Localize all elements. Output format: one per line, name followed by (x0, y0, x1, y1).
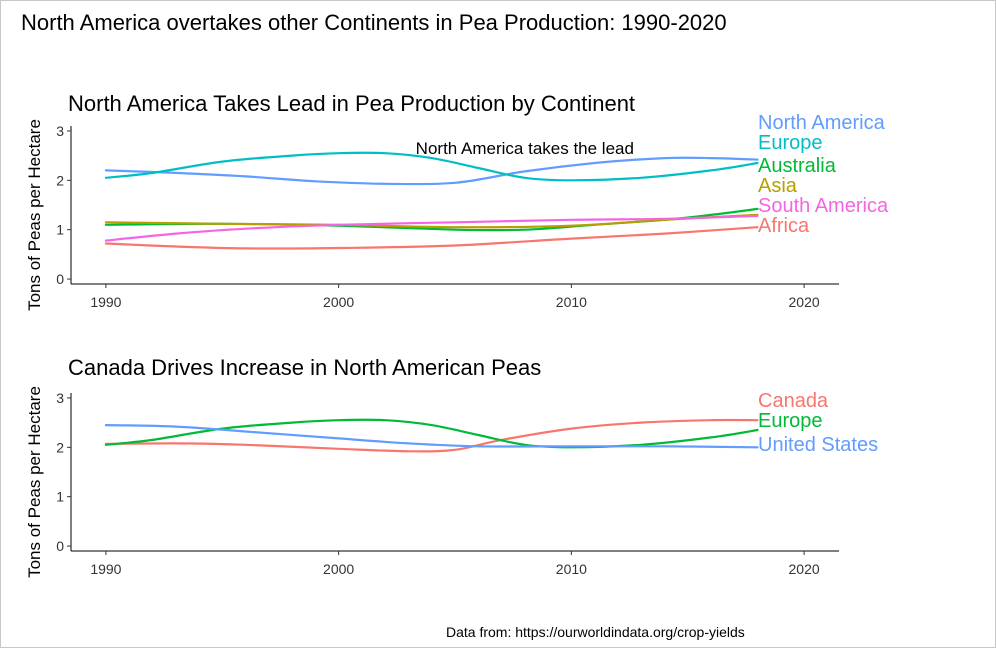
x-tick-label: 2010 (556, 561, 587, 577)
chart-panel-1: North America Takes Lead in Pea Producti… (25, 91, 889, 311)
x-tick-label: 1990 (90, 294, 121, 310)
y-axis-label: Tons of Peas per Hectare (25, 119, 44, 311)
y-tick-label: 0 (56, 271, 64, 287)
y-tick-label: 2 (56, 439, 64, 455)
y-tick-label: 3 (56, 390, 64, 406)
series-label-united-states: United States (758, 434, 878, 456)
x-tick-label: 2000 (323, 294, 354, 310)
y-tick-label: 1 (56, 222, 64, 238)
y-tick-label: 2 (56, 172, 64, 188)
y-tick-label: 3 (56, 123, 64, 139)
chart-panel-2: Canada Drives Increase in North American… (25, 355, 878, 578)
y-tick-label: 0 (56, 538, 64, 554)
figure-title: North America overtakes other Continents… (21, 10, 727, 35)
series-line-africa (104, 226, 759, 250)
series-line-europe (104, 151, 759, 182)
x-tick-label: 2010 (556, 294, 587, 310)
x-tick-label: 1990 (90, 561, 121, 577)
series-label-australia: Australia (758, 155, 837, 177)
x-tick-label: 2020 (789, 294, 820, 310)
series-label-south-america: South America (758, 195, 889, 217)
x-tick-label: 2020 (789, 561, 820, 577)
series-label-asia: Asia (758, 175, 798, 197)
y-axis-label: Tons of Peas per Hectare (25, 386, 44, 578)
series-line-south-america (104, 214, 759, 242)
series-label-africa: Africa (758, 215, 810, 237)
series-line-asia (104, 213, 759, 229)
series-label-europe: Europe (758, 410, 823, 432)
series-line-north-america (104, 156, 759, 186)
series-label-north-america: North America (758, 112, 886, 134)
series-line-united-states (104, 424, 759, 449)
source-caption: Data from: https://ourworldindata.org/cr… (446, 624, 745, 640)
panel-title: Canada Drives Increase in North American… (68, 355, 541, 380)
series-line-canada (104, 418, 759, 453)
x-tick-label: 2000 (323, 561, 354, 577)
series-label-canada: Canada (758, 390, 829, 412)
panel-title: North America Takes Lead in Pea Producti… (68, 91, 635, 116)
annotation-text: North America takes the lead (416, 139, 634, 158)
y-tick-label: 1 (56, 489, 64, 505)
series-label-europe: Europe (758, 132, 823, 154)
